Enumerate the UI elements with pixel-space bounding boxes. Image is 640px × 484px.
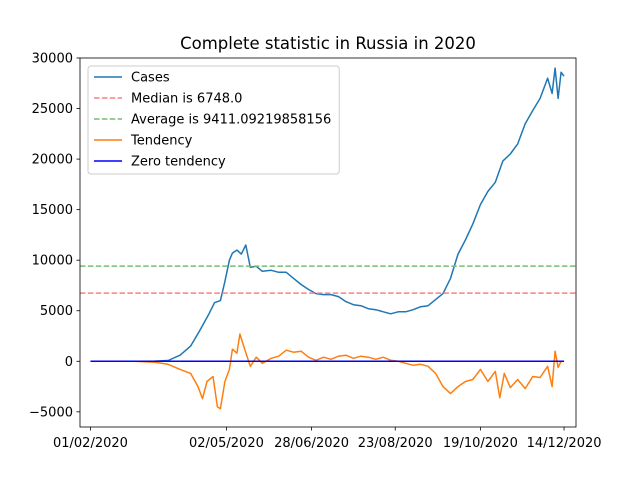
legend-label-cases: Cases	[131, 71, 170, 86]
series-line-cases	[90, 67, 565, 363]
axes-frame	[79, 57, 577, 428]
series-group	[80, 67, 576, 410]
y-tick-label: 15000	[32, 203, 73, 218]
y-tick-label: 10000	[32, 254, 73, 269]
y-tick-label: 0	[65, 355, 73, 370]
x-tick-label: 19/10/2020	[443, 436, 518, 451]
chart-title: Complete statistic in Russia in 2020	[180, 34, 476, 53]
axes: −5000 0 5000 10000 15000 20000 25000 30000 01/02…	[29, 52, 602, 452]
y-tick-label: −5000	[29, 405, 73, 420]
legend-label-average-is-9411-09219858156: Average is 9411.09219858156	[131, 113, 331, 128]
y-tick-label: 5000	[40, 304, 73, 319]
legend-label-median-is-6748-0: Median is 6748.0	[131, 92, 242, 107]
y-tick-label: 30000	[32, 52, 73, 67]
legend-label-tendency: Tendency	[130, 134, 193, 149]
plot-area	[80, 67, 576, 410]
legend-label-zero-tendency: Zero tendency	[131, 155, 226, 170]
x-tick-label: 28/06/2020	[274, 436, 349, 451]
x-tick-label: 14/12/2020	[527, 436, 602, 451]
x-tick-label: 02/05/2020	[189, 436, 264, 451]
y-tick-label: 25000	[32, 102, 73, 117]
y-tick-label: 20000	[32, 153, 73, 168]
legend: Cases Median is 6748.0 Average is 9411.092…	[87, 65, 340, 175]
legend-box	[87, 65, 340, 175]
x-tick-label: 01/02/2020	[53, 436, 128, 451]
x-tick-label: 23/08/2020	[358, 436, 433, 451]
series-line-tendency	[90, 333, 564, 410]
